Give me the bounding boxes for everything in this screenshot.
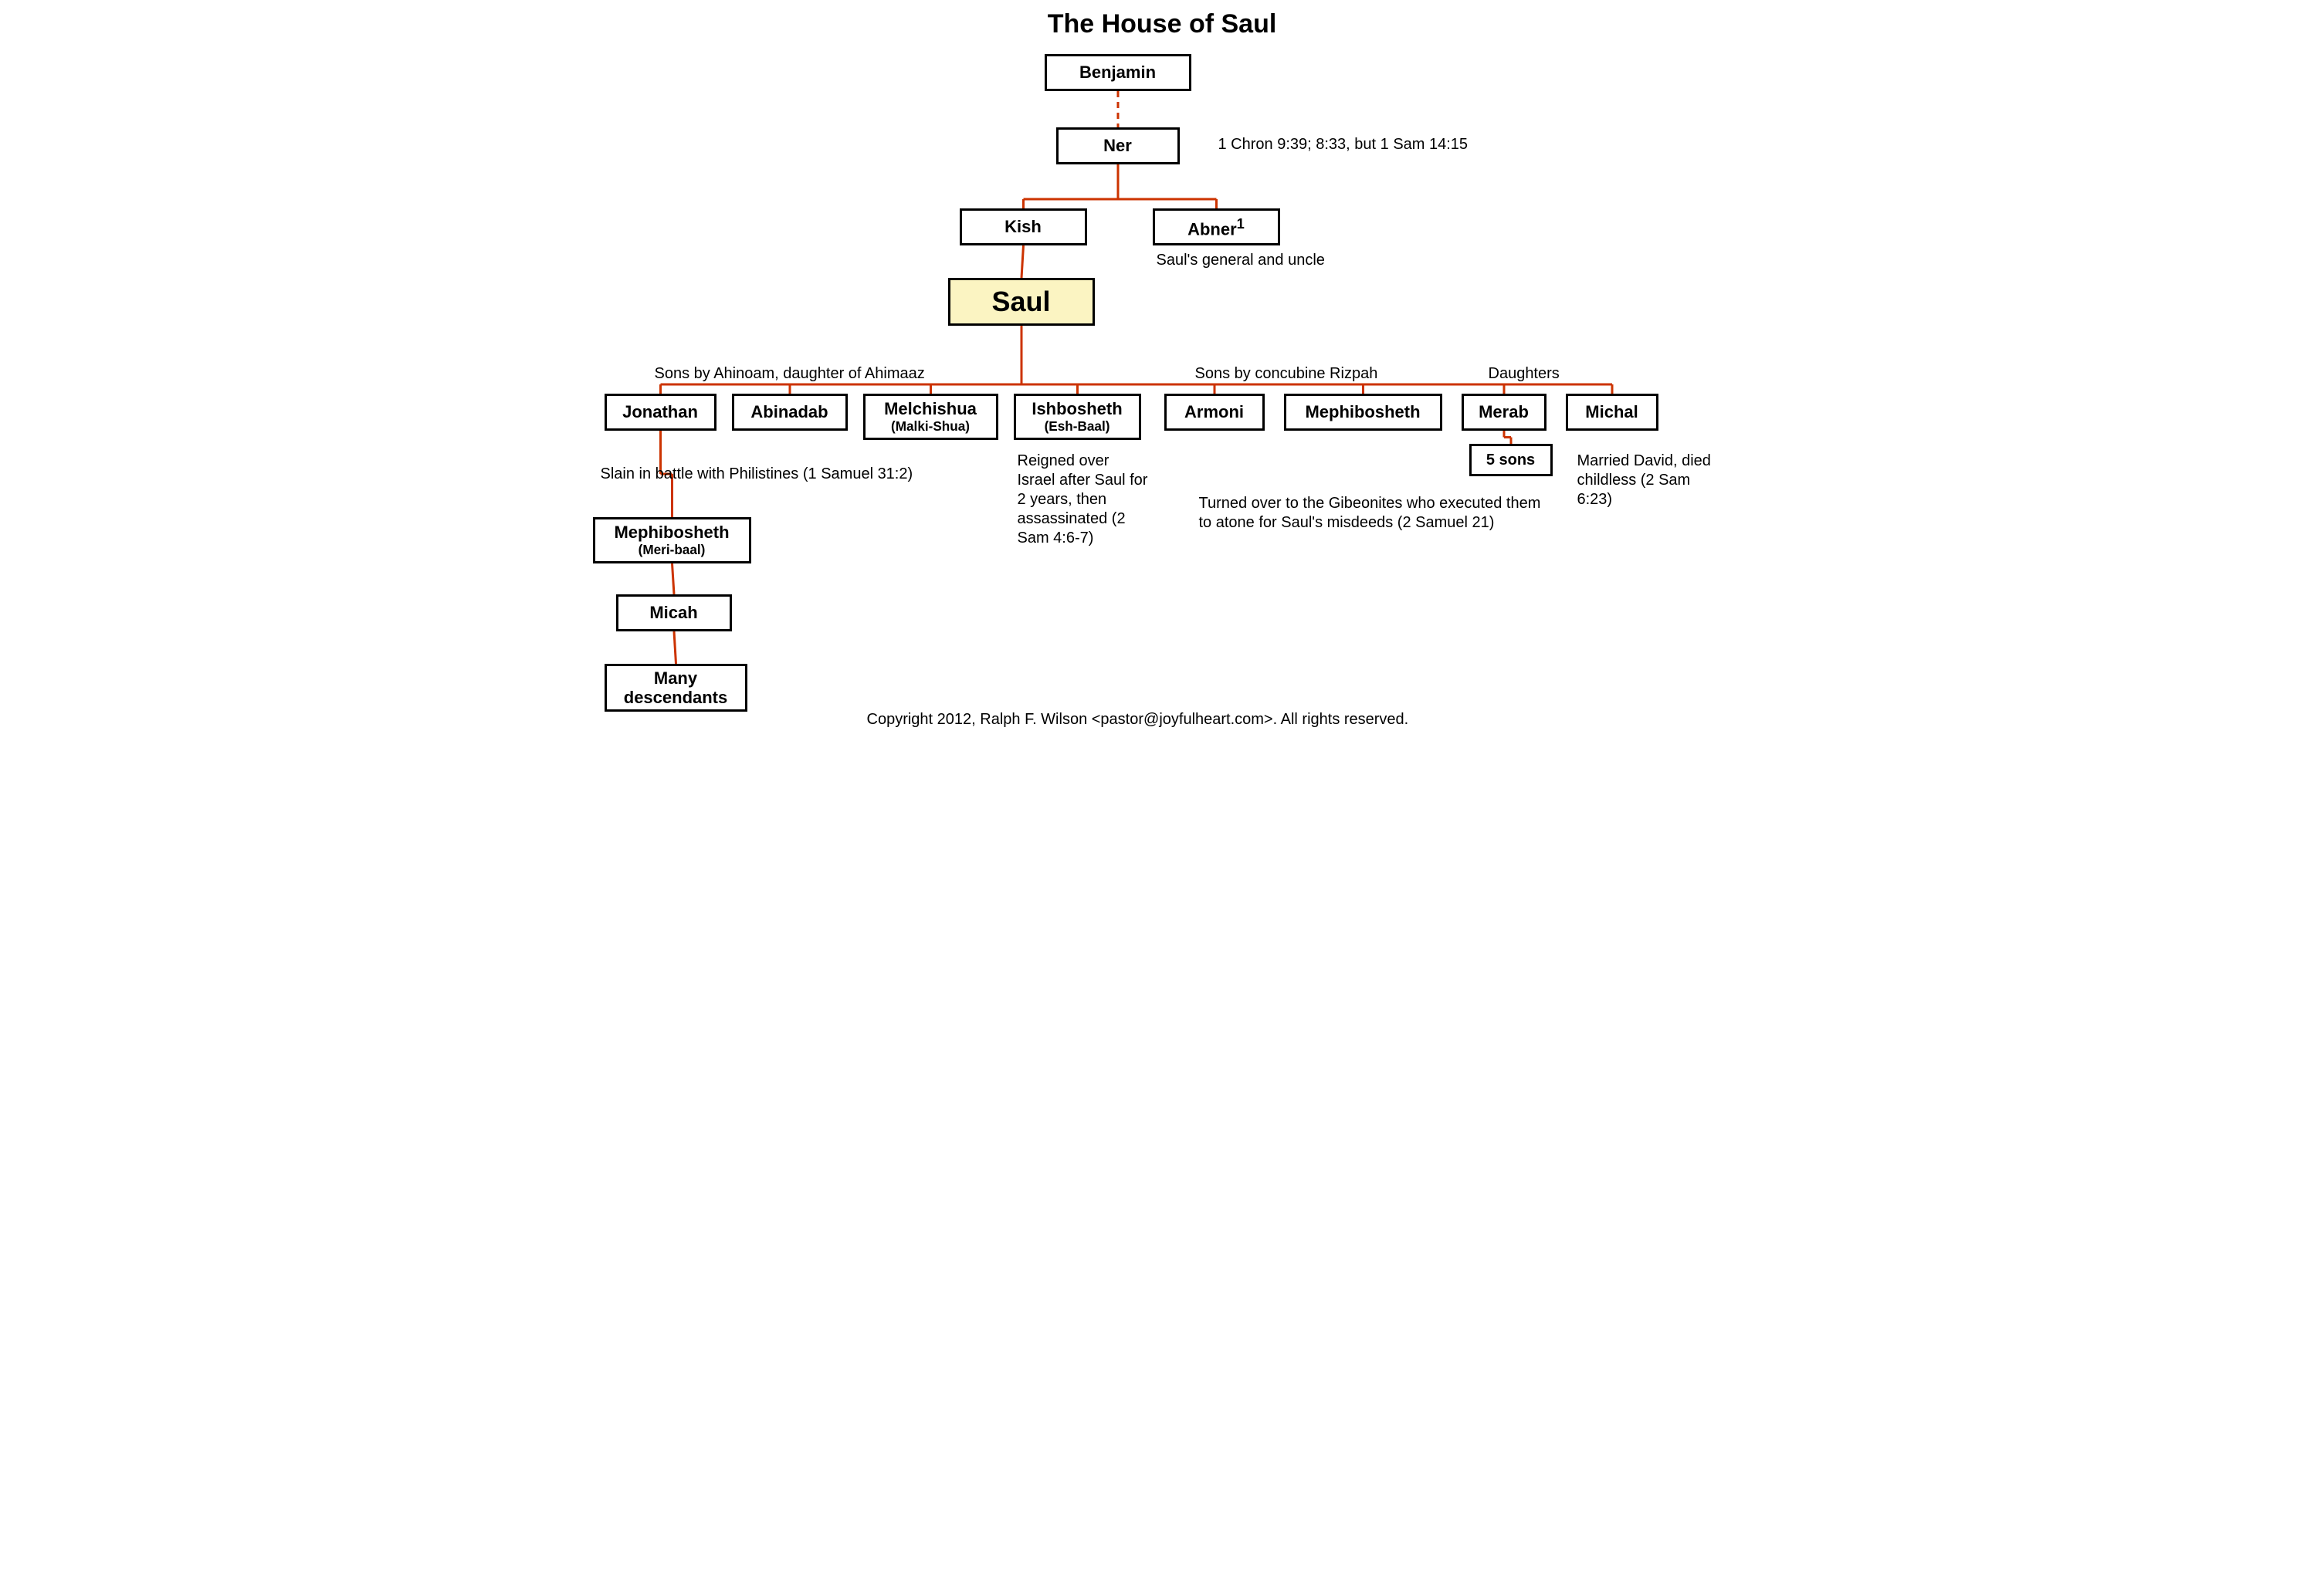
node-label: 5 sons	[1486, 452, 1535, 469]
node-merab: Merab	[1462, 394, 1547, 431]
annot-ishbosheth-note: Reigned over Israel after Saul for 2 yea…	[1018, 452, 1149, 548]
node-mephibosheth: Mephibosheth(Meri-baal)	[593, 517, 751, 563]
node-label: Abner1	[1187, 215, 1245, 239]
node-label: Jonathan	[622, 402, 698, 421]
node-abner: Abner1	[1153, 208, 1280, 245]
annot-ahinoam: Sons by Ahinoam, daughter of Ahimaaz	[655, 364, 1010, 384]
annot-daughters: Daughters	[1489, 364, 1604, 384]
node-melchishua: Melchishua(Malki-Shua)	[863, 394, 998, 440]
node-jonathan: Jonathan	[605, 394, 717, 431]
node-label: Saul	[991, 286, 1050, 317]
family-tree-canvas: The House of Saul Benjamin Ner Kish Abne…	[581, 0, 1743, 785]
annot-rizpah: Sons by concubine Rizpah	[1195, 364, 1427, 384]
node-sublabel: (Malki-Shua)	[891, 419, 970, 435]
node-label: Mephibosheth	[1305, 402, 1420, 421]
node-label: Abinadab	[750, 402, 828, 421]
node-ner: Ner	[1056, 127, 1180, 164]
node-fivesons: 5 sons	[1469, 444, 1553, 476]
node-armoni: Armoni	[1164, 394, 1265, 431]
node-mephibosheth2: Mephibosheth	[1284, 394, 1442, 431]
annot-copyright: Copyright 2012, Ralph F. Wilson <pastor@…	[867, 710, 1485, 729]
node-michal: Michal	[1566, 394, 1658, 431]
node-benjamin: Benjamin	[1045, 54, 1191, 91]
annot-ner-ref: 1 Chron 9:39; 8:33, but 1 Sam 14:15	[1218, 135, 1604, 154]
node-label: Melchishua	[884, 399, 977, 418]
node-sublabel: descendants	[624, 688, 728, 707]
node-sublabel: (Esh-Baal)	[1045, 419, 1110, 435]
chart-title: The House of Saul	[581, 9, 1743, 39]
node-label: Michal	[1585, 402, 1638, 421]
node-ishbosheth: Ishbosheth(Esh-Baal)	[1014, 394, 1141, 440]
annot-slain: Slain in battle with Philistines (1 Samu…	[601, 465, 1018, 484]
node-abinadab: Abinadab	[732, 394, 848, 431]
annot-abner-note: Saul's general and uncle	[1157, 251, 1427, 270]
node-many: Manydescendants	[605, 664, 747, 712]
node-sublabel: (Meri-baal)	[639, 543, 706, 558]
connector-lines	[581, 0, 1743, 785]
annot-gibeonites: Turned over to the Gibeonites who execut…	[1199, 494, 1547, 533]
node-kish: Kish	[960, 208, 1087, 245]
node-label: Many	[654, 668, 697, 688]
annot-michal-note: Married David, died childless (2 Sam 6:2…	[1577, 452, 1716, 509]
node-label: Ner	[1103, 136, 1132, 155]
node-micah: Micah	[616, 594, 732, 631]
node-label: Kish	[1004, 217, 1042, 236]
node-label: Mephibosheth	[614, 523, 729, 542]
node-saul: Saul	[948, 278, 1095, 326]
node-label: Micah	[649, 603, 697, 622]
node-label: Merab	[1479, 402, 1529, 421]
node-label: Armoni	[1184, 402, 1244, 421]
node-label: Ishbosheth	[1032, 399, 1122, 418]
node-label: Benjamin	[1079, 63, 1156, 82]
